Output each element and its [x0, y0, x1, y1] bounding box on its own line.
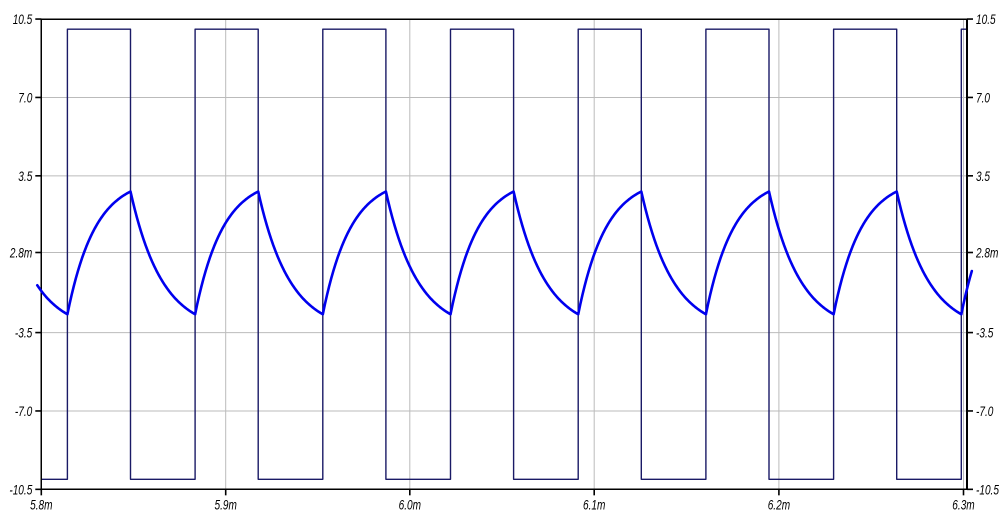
svg-text:3.5: 3.5: [976, 168, 990, 184]
svg-text:5.8m: 5.8m: [30, 497, 52, 513]
svg-text:-7.0: -7.0: [15, 403, 33, 419]
svg-text:-3.5: -3.5: [15, 325, 33, 341]
svg-text:3.5: 3.5: [18, 168, 32, 184]
svg-text:6.2m: 6.2m: [768, 497, 790, 513]
svg-text:10.5: 10.5: [13, 11, 33, 27]
svg-text:10.5: 10.5: [976, 11, 996, 27]
svg-text:6.3m: 6.3m: [952, 497, 974, 513]
svg-text:-10.5: -10.5: [976, 482, 999, 498]
svg-text:-3.5: -3.5: [976, 325, 994, 341]
svg-text:5.9m: 5.9m: [214, 497, 236, 513]
svg-text:-7.0: -7.0: [976, 403, 994, 419]
svg-text:6.1m: 6.1m: [583, 497, 605, 513]
svg-text:7.0: 7.0: [976, 90, 990, 106]
svg-text:2.8m: 2.8m: [975, 245, 998, 261]
svg-text:7.0: 7.0: [18, 90, 32, 106]
svg-text:2.8m: 2.8m: [9, 245, 32, 261]
svg-text:-10.5: -10.5: [9, 482, 32, 498]
svg-text:6.0m: 6.0m: [399, 497, 421, 513]
